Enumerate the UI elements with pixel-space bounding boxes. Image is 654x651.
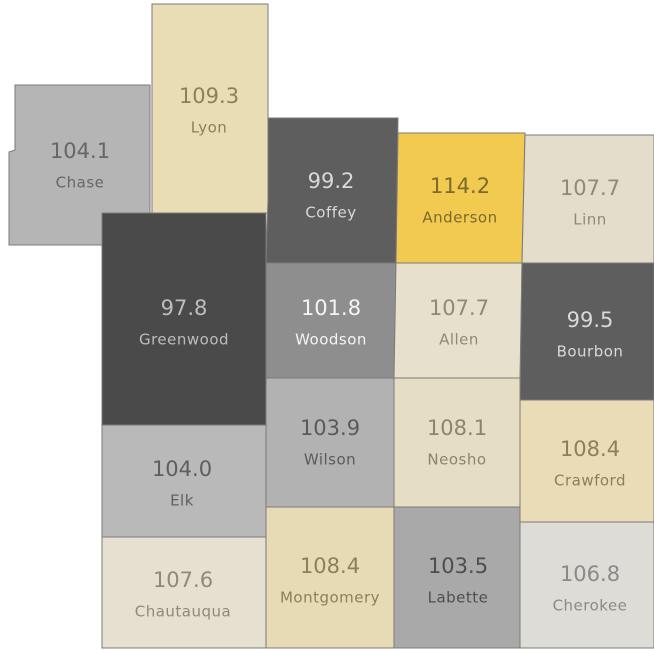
county-value: 103.9: [300, 416, 360, 440]
county-value: 108.1: [427, 416, 487, 440]
county: 107.6 Chautauqua: [101, 536, 267, 649]
county: 103.9 Wilson: [265, 377, 395, 508]
county-shape: [521, 134, 654, 264]
county-value: 99.5: [567, 308, 614, 332]
county-value: 104.0: [152, 457, 212, 481]
county-shape: [519, 399, 654, 523]
county: 108.4 Montgomery: [265, 506, 395, 649]
county-name: Lyon: [191, 119, 228, 137]
county-value: 114.2: [430, 174, 490, 198]
county: 107.7 Linn: [521, 134, 654, 264]
county-value: 103.5: [428, 554, 488, 578]
county-shape: [395, 132, 526, 264]
county-value: 108.4: [300, 554, 360, 578]
county-value: 109.3: [179, 84, 239, 108]
county-shape: [393, 377, 521, 508]
county-name: Chautauqua: [135, 603, 231, 621]
county-shape: [265, 262, 397, 379]
county-value: 101.8: [301, 296, 361, 320]
county-name: Chase: [56, 174, 105, 192]
county-shape: [519, 262, 654, 401]
county-shape: [393, 262, 523, 379]
county: 114.2 Anderson: [395, 132, 526, 264]
county: 109.3 Lyon: [151, 3, 269, 214]
county-value: 108.4: [560, 437, 620, 461]
county-name: Linn: [573, 211, 607, 229]
county: 108.4 Crawford: [519, 399, 654, 523]
county: 97.8 Greenwood: [101, 212, 267, 426]
county-name: Montgomery: [280, 589, 380, 607]
county: 108.1 Neosho: [393, 377, 521, 508]
county-name: Neosho: [427, 451, 486, 469]
county: 104.0 Elk: [101, 424, 267, 538]
county: 99.2 Coffey: [265, 117, 399, 264]
county-name: Elk: [170, 492, 194, 510]
county-name: Wilson: [304, 451, 356, 469]
county-value: 107.7: [429, 296, 489, 320]
county-name: Woodson: [295, 331, 367, 349]
county-value: 97.8: [161, 296, 208, 320]
county: 104.1 Chase: [8, 84, 151, 246]
county-value: 106.8: [560, 562, 620, 586]
county-shape: [8, 84, 151, 246]
county-value: 107.7: [560, 176, 620, 200]
county-shape: [151, 3, 269, 214]
county-name: Greenwood: [139, 331, 229, 349]
county: 106.8 Cherokee: [519, 521, 654, 649]
county-shape: [101, 536, 267, 649]
county-value: 107.6: [153, 568, 213, 592]
county-name: Bourbon: [557, 343, 624, 361]
county: 103.5 Labette: [393, 506, 521, 649]
county-name: Crawford: [554, 472, 626, 490]
county-shape: [519, 521, 654, 649]
county-shape: [101, 424, 267, 538]
county-name: Allen: [439, 331, 479, 349]
county-shape: [265, 377, 395, 508]
county: 101.8 Woodson: [265, 262, 397, 379]
county-name: Coffey: [305, 204, 356, 222]
county: 99.5 Bourbon: [519, 262, 654, 401]
county-name: Cherokee: [553, 597, 628, 615]
county-value: 99.2: [308, 169, 355, 193]
county-value: 104.1: [50, 139, 110, 163]
county-name: Labette: [428, 589, 489, 607]
county-name: Anderson: [422, 209, 497, 227]
county: 107.7 Allen: [393, 262, 523, 379]
